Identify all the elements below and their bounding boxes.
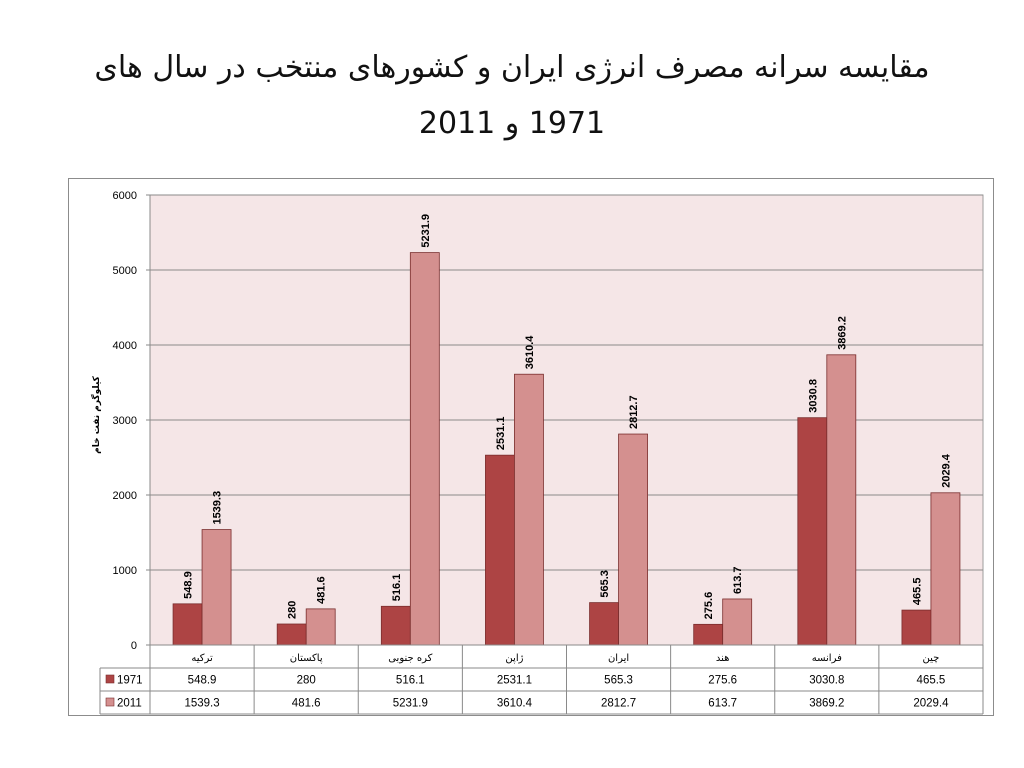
slide-title: مقایسه سرانه مصرف انرژی ایران و کشورهای … (0, 40, 1024, 152)
y-tick-label: 3000 (113, 415, 137, 427)
data-label-2011: 1539.3 (212, 491, 224, 525)
data-label-2011: 3610.4 (524, 335, 536, 370)
data-label-1971: 516.1 (391, 574, 403, 602)
data-label-2011: 481.6 (316, 576, 328, 604)
data-label-1971: 465.5 (911, 578, 923, 606)
data-label-1971: 275.6 (703, 592, 715, 620)
category-label: هند (716, 653, 730, 664)
table-cell: 565.3 (604, 675, 633, 687)
legend-key-2011 (105, 697, 115, 707)
category-label: ایران (608, 653, 629, 664)
bar-1971 (380, 605, 411, 646)
data-label-2011: 613.7 (732, 566, 744, 594)
legend-label: 1971 (117, 675, 143, 687)
table-cell: 548.9 (188, 675, 217, 687)
table-cell: 3610.4 (497, 698, 533, 710)
category-label: کره جنوبی (388, 653, 432, 664)
category-label: پاکستان (290, 653, 323, 664)
table-cell: 280 (297, 675, 316, 687)
data-label-2011: 3869.2 (836, 316, 848, 350)
table-cell: 465.5 (917, 675, 946, 687)
bar-2011 (514, 373, 544, 646)
bar-1971 (485, 454, 515, 646)
bar-2011 (409, 252, 440, 646)
bar-2011 (722, 598, 753, 646)
bar-1971 (589, 602, 619, 646)
table-cell: 516.1 (396, 675, 425, 687)
table-cell: 5231.9 (393, 698, 428, 710)
data-label-1971: 548.9 (183, 571, 195, 599)
bar-1971 (797, 417, 828, 646)
table-cell: 2812.7 (601, 698, 636, 710)
table-cell: 275.6 (708, 675, 737, 687)
y-tick-label: 1000 (113, 565, 137, 577)
title-line-2: 1971 و 2011 (418, 106, 606, 141)
table-cell: 2029.4 (913, 698, 949, 710)
bar-1971 (693, 623, 724, 646)
table-cell: 613.7 (708, 698, 737, 710)
bar-2011 (826, 354, 857, 646)
bar-2011 (201, 529, 232, 646)
bar-2011 (618, 433, 648, 646)
legend-key-1971 (105, 674, 115, 684)
data-label-1971: 565.3 (599, 570, 611, 598)
y-tick-label: 2000 (113, 490, 137, 502)
bar-1971 (276, 623, 307, 646)
data-label-1971: 280 (287, 601, 299, 619)
category-label: ژاپن (505, 653, 523, 664)
data-label-1971: 2531.1 (495, 417, 507, 451)
bar-2011 (305, 608, 336, 646)
y-tick-label: 4000 (113, 340, 137, 352)
data-label-2011: 5231.9 (420, 214, 432, 248)
title-line-1: مقایسه سرانه مصرف انرژی ایران و کشورهای … (94, 50, 930, 85)
data-label-2011: 2029.4 (940, 453, 952, 488)
y-tick-label: 0 (131, 640, 137, 652)
table-cell: 3869.2 (809, 698, 844, 710)
table-cell: 1539.3 (184, 698, 219, 710)
category-label: فرانسه (812, 653, 842, 664)
bar-1971 (901, 609, 932, 646)
y-axis-title: کیلوگرم نفت خام (90, 375, 102, 454)
table-cell: 481.6 (292, 698, 321, 710)
bar-2011 (930, 492, 961, 646)
category-label: چین (923, 653, 940, 664)
bar-1971 (172, 603, 203, 646)
y-tick-label: 6000 (113, 190, 137, 202)
table-cell: 2531.1 (497, 675, 532, 687)
table-cell: 3030.8 (809, 675, 844, 687)
data-label-1971: 3030.8 (807, 379, 819, 413)
data-label-2011: 2812.7 (628, 395, 640, 429)
bar-chart: 0 1000 2000 3000 4000 5000 6000 کیلوگرم نفت خام… (90, 190, 984, 715)
y-tick-label: 5000 (113, 265, 137, 277)
category-label: ترکیه (191, 653, 213, 664)
legend-label: 2011 (117, 698, 142, 710)
chart-frame: 0 1000 2000 3000 4000 5000 6000 کیلوگرم نفت خام… (68, 178, 994, 716)
